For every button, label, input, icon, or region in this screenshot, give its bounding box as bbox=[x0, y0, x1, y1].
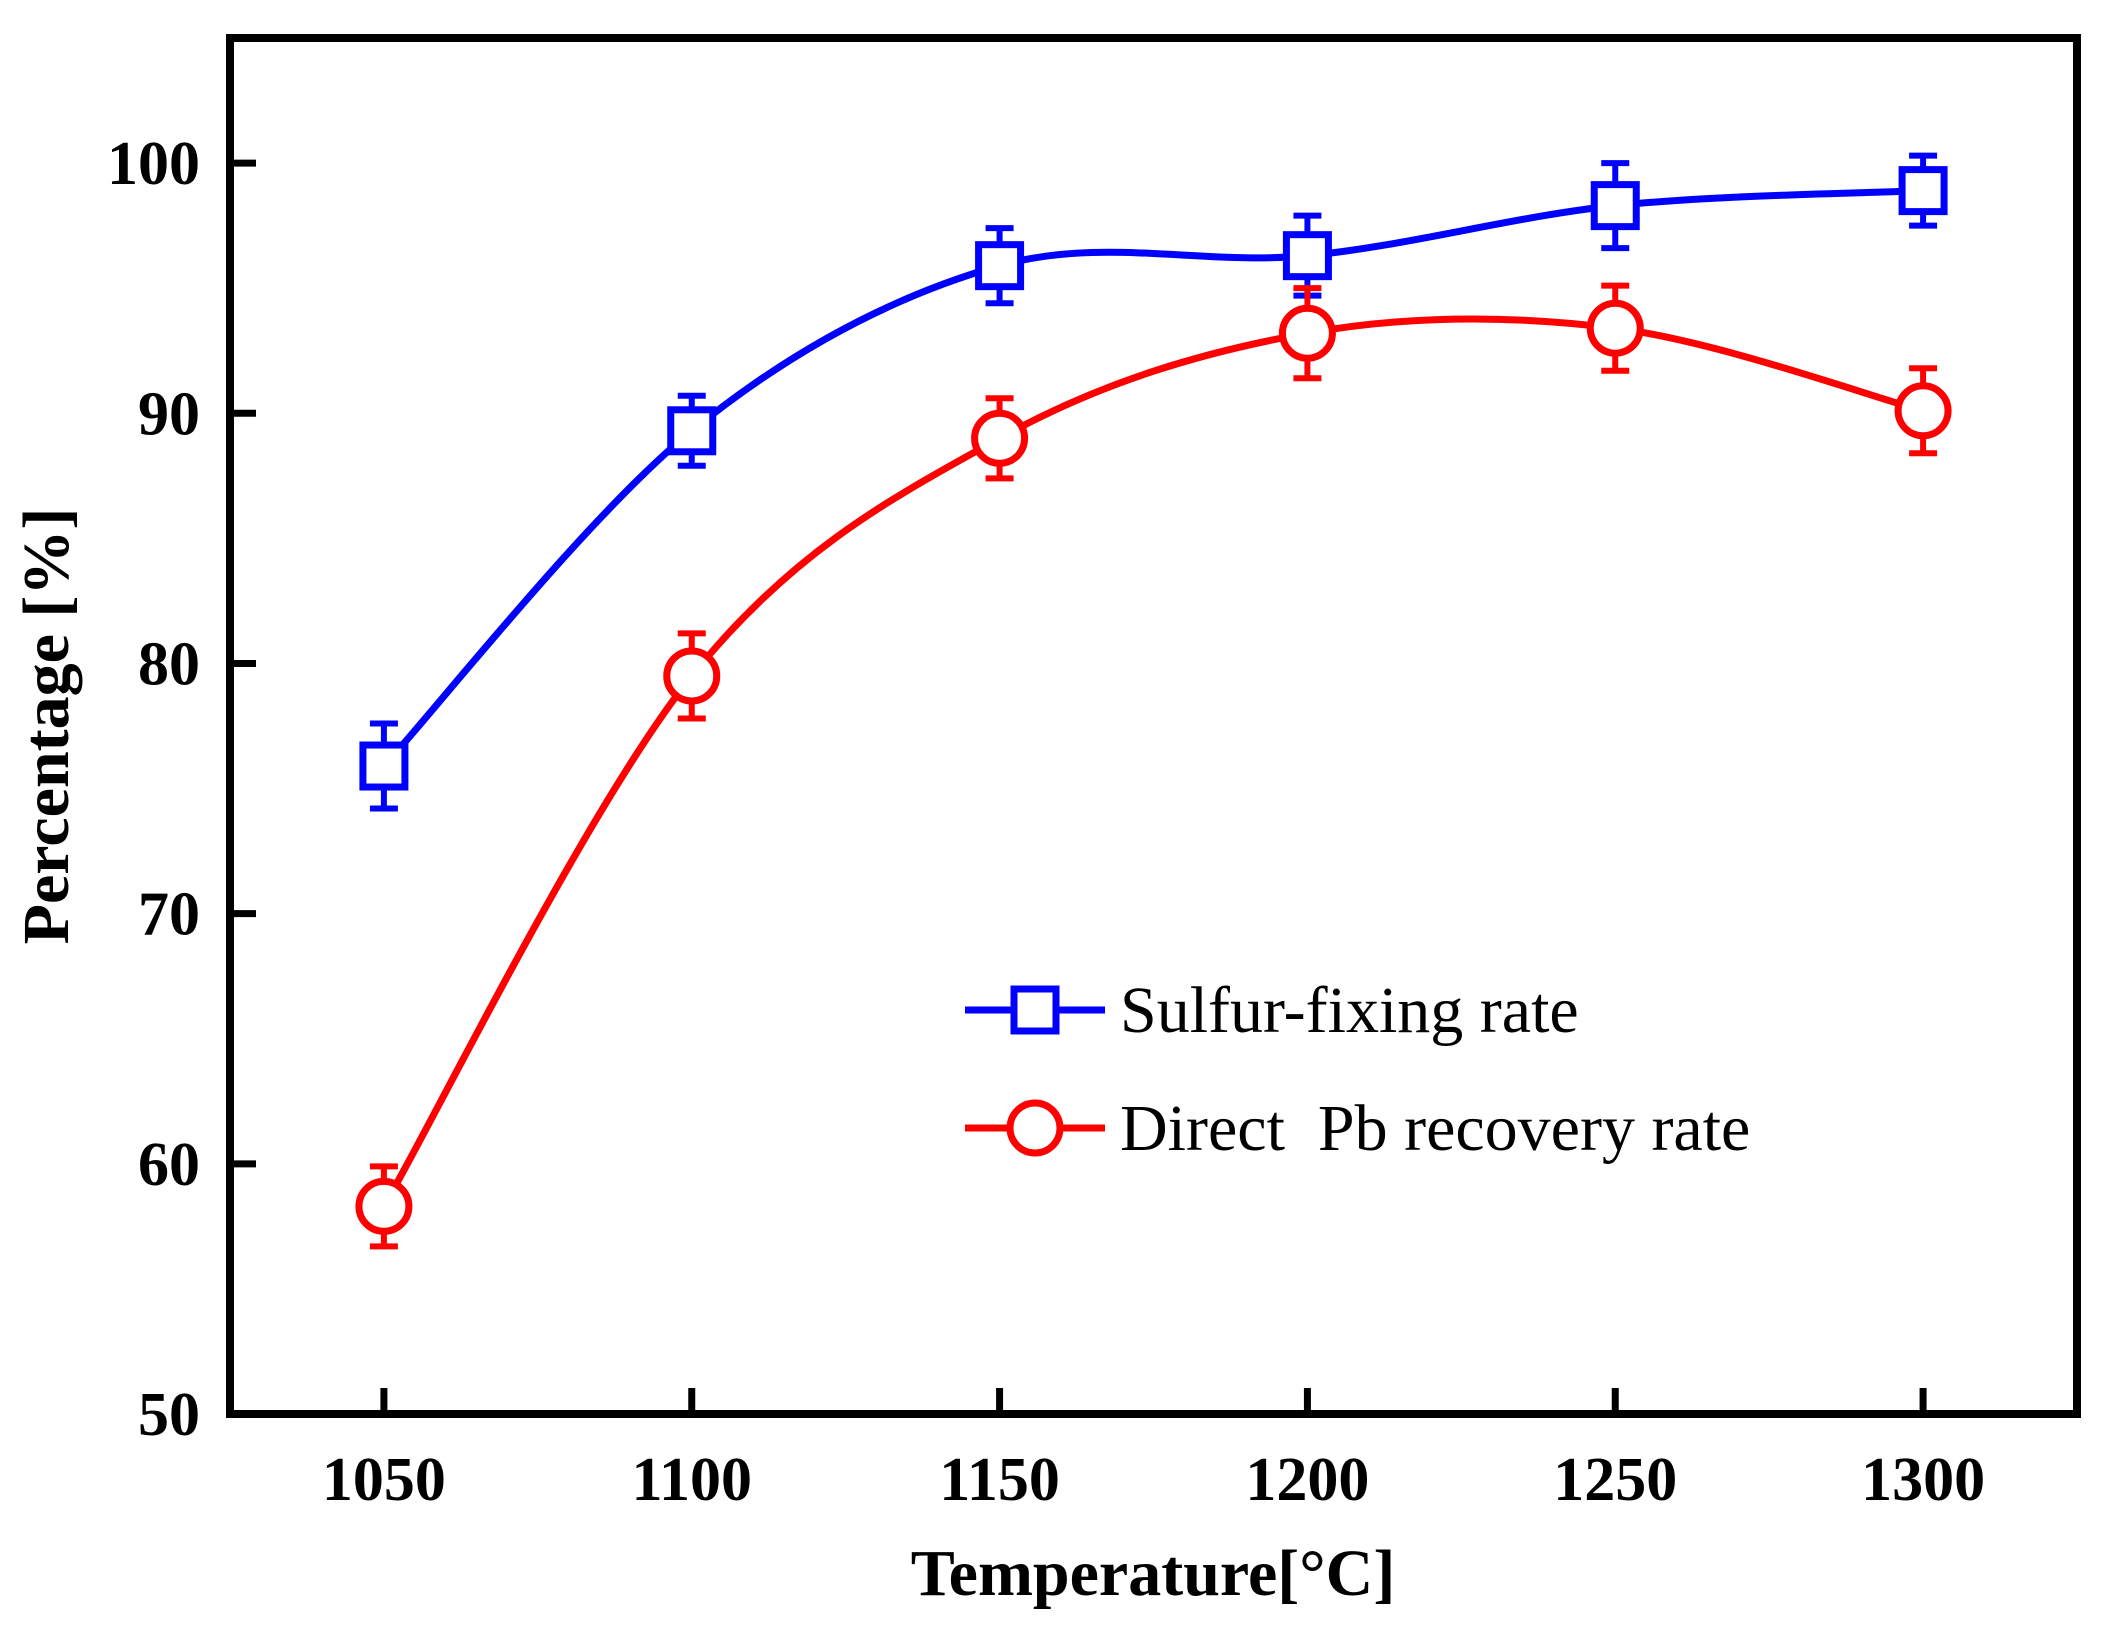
y-tick-label-80: 80 bbox=[138, 630, 200, 698]
series-1-point-1100 bbox=[667, 406, 717, 456]
y-tick-label-70: 70 bbox=[138, 881, 200, 949]
legend: Sulfur-fixing rate Direct Pb recovery rat… bbox=[965, 974, 1750, 1165]
legend-label-1: Sulfur-fixing rate bbox=[1120, 974, 1579, 1047]
series-layer bbox=[355, 152, 1952, 1250]
series-2-point-1150 bbox=[971, 409, 1029, 467]
series-2-point-1200 bbox=[1278, 304, 1336, 362]
series-1-point-1300 bbox=[1898, 166, 1948, 216]
x-tick-label-1150: 1150 bbox=[939, 1446, 1060, 1514]
series-1-point-1250 bbox=[1590, 181, 1640, 231]
legend-marker-1 bbox=[1010, 985, 1060, 1035]
x-tick-label-1250: 1250 bbox=[1553, 1446, 1677, 1514]
series-1-line bbox=[381, 187, 1924, 769]
y-tick-label-60: 60 bbox=[138, 1131, 200, 1199]
x-tick-label-1050: 1050 bbox=[322, 1446, 446, 1514]
x-tick-label-1200: 1200 bbox=[1245, 1446, 1369, 1514]
series-2-point-1300 bbox=[1894, 382, 1952, 440]
legend-label-2: Direct Pb recovery rate bbox=[1120, 1092, 1750, 1165]
y-tick-label-90: 90 bbox=[138, 380, 200, 448]
series-2-point-1250 bbox=[1586, 299, 1644, 357]
legend-marker-2 bbox=[1006, 1099, 1064, 1157]
series-2-point-1100 bbox=[663, 647, 721, 705]
plot-frame bbox=[226, 34, 2081, 1418]
series-1-point-1050 bbox=[359, 741, 409, 791]
y-tick-label-50: 50 bbox=[138, 1381, 200, 1449]
x-tick-label-1100: 1100 bbox=[631, 1446, 752, 1514]
series-2-point-1050 bbox=[355, 1177, 413, 1235]
x-axis-title: Temperature[°C] bbox=[911, 1537, 1396, 1610]
series-1-point-1200 bbox=[1282, 231, 1332, 281]
y-tick-label-100: 100 bbox=[107, 130, 200, 198]
series-1-point-1150 bbox=[975, 241, 1025, 291]
axis-layer: 1050 1100 1150 1200 1250 1300 50 60 70 80 90 100 bbox=[107, 130, 1985, 1514]
y-axis-title: Percentage [%] bbox=[10, 508, 83, 945]
series-2 bbox=[355, 282, 1952, 1250]
x-tick-label-1300: 1300 bbox=[1861, 1446, 1985, 1514]
